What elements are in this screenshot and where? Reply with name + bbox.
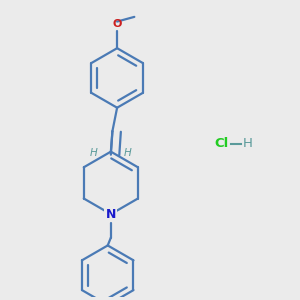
Text: H: H bbox=[242, 137, 252, 150]
Text: O: O bbox=[112, 20, 122, 29]
Text: H: H bbox=[90, 148, 98, 158]
Text: N: N bbox=[106, 208, 116, 220]
Text: H: H bbox=[124, 148, 132, 158]
Text: Cl: Cl bbox=[214, 137, 229, 150]
